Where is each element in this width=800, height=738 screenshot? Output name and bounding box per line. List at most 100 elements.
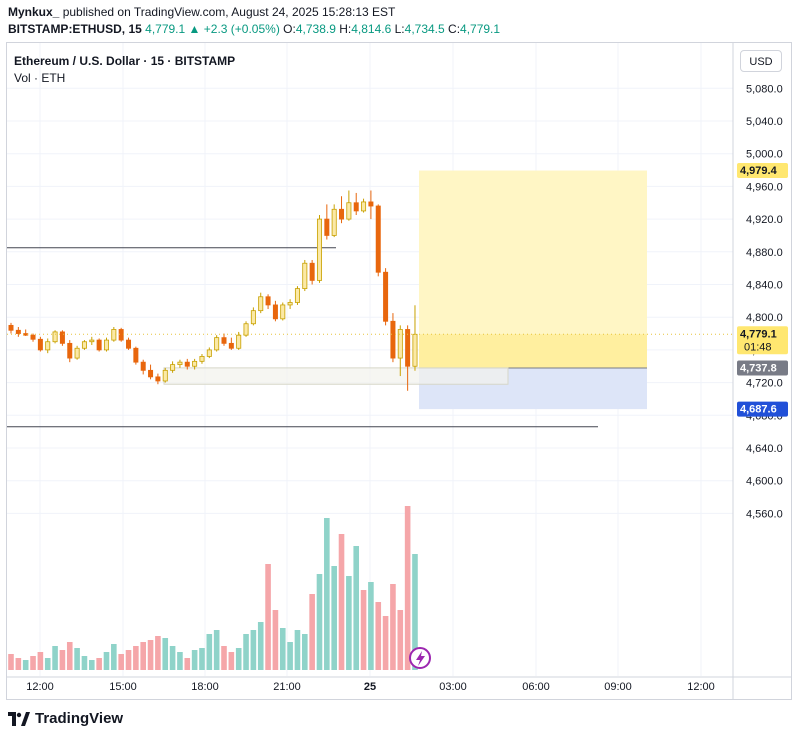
x-tick-label: 06:00 — [522, 681, 550, 693]
demand-zone — [163, 367, 509, 385]
candle-body — [331, 208, 337, 236]
candle-body — [383, 271, 389, 322]
price-label-text: 4,979.4 — [740, 165, 778, 177]
candle-body — [30, 334, 36, 340]
x-tick-label: 12:00 — [26, 681, 54, 693]
volume-bar — [375, 602, 382, 670]
y-tick-label: 4,600.0 — [746, 476, 783, 488]
candle-body — [74, 347, 80, 359]
volume-bar — [125, 650, 132, 670]
x-tick-label: 25 — [364, 681, 376, 693]
volume-bar — [111, 644, 117, 670]
x-tick-label: 12:00 — [687, 681, 715, 693]
x-tick-label: 09:00 — [604, 681, 632, 693]
candle-body — [199, 356, 205, 362]
volume-bar — [257, 622, 264, 670]
candle-body — [272, 304, 278, 320]
low-value: 4,734.5 — [404, 22, 445, 36]
candle-body — [177, 361, 183, 366]
candle-body — [236, 334, 242, 349]
volume-bar — [22, 660, 29, 670]
volume-bar — [346, 576, 352, 670]
volume-bar — [287, 642, 293, 670]
brand-name: TradingView — [35, 710, 124, 727]
volume-bar — [338, 534, 345, 670]
candle-body — [37, 338, 43, 351]
volume-bar — [118, 654, 124, 670]
volume-bar — [294, 630, 301, 670]
y-tick-label: 4,800.0 — [746, 312, 783, 324]
x-tick-label: 21:00 — [273, 681, 301, 693]
candle-body — [302, 262, 308, 289]
volume-bar — [309, 594, 315, 670]
candle-body — [96, 339, 102, 351]
candle-body — [287, 302, 293, 306]
volume-bar — [404, 506, 411, 670]
candle-body — [133, 347, 139, 363]
candle-body — [170, 364, 176, 371]
last-price: 4,779.1 — [145, 22, 186, 36]
candle-body — [126, 339, 132, 349]
volume-bar — [30, 656, 36, 670]
low-label: L: — [394, 22, 405, 36]
price-label-last — [737, 326, 788, 355]
volume-bar — [382, 616, 389, 670]
candle-body — [243, 323, 249, 336]
volume-bar — [66, 642, 73, 670]
volume-bar — [162, 638, 169, 670]
candle-body — [324, 218, 330, 236]
candle-body — [397, 329, 403, 359]
volume-bar — [199, 648, 205, 670]
volume-bar — [368, 582, 374, 670]
volume-bar — [147, 640, 154, 670]
volume-bar — [235, 648, 242, 670]
volume-bar — [59, 650, 66, 670]
candle-body — [148, 369, 154, 378]
candle-body — [81, 341, 87, 349]
y-tick-label: 5,080.0 — [746, 83, 783, 95]
volume-bar — [74, 648, 80, 670]
volume-bar — [353, 546, 360, 670]
volume-bar — [316, 574, 323, 670]
candle-body — [375, 205, 381, 273]
up-arrow-icon: ▲ — [188, 22, 201, 36]
price-label-text: 4,687.6 — [740, 404, 777, 416]
y-tick-label: 4,920.0 — [746, 214, 783, 226]
high-value: 4,814.6 — [351, 22, 392, 36]
price-label-stop — [737, 401, 788, 417]
x-tick-label: 03:00 — [439, 681, 467, 693]
candle-body — [228, 342, 234, 349]
volume-bar — [302, 634, 308, 670]
candle-body — [192, 360, 198, 367]
volume-bar — [140, 642, 147, 670]
candle-body — [8, 324, 14, 331]
candle-body — [206, 349, 212, 357]
chart-legend-title: Ethereum / U.S. Dollar · 15 · BITSTAMP — [14, 54, 236, 68]
high-label: H: — [339, 22, 352, 36]
y-tick-label: 4,640.0 — [746, 443, 783, 455]
price-label-entry — [737, 360, 788, 376]
candle-body — [103, 339, 109, 351]
publish-info: Mynkux_ published on TradingView.com, Au… — [8, 5, 395, 19]
countdown-text: 01:48 — [744, 341, 772, 353]
volume-bar — [184, 658, 191, 670]
candle-body — [67, 342, 73, 359]
candle-body — [405, 329, 411, 367]
volume-bar — [265, 564, 271, 670]
volume-bar — [250, 630, 257, 670]
volume-bar — [155, 636, 161, 670]
published-text: published on TradingView.com, August 24,… — [62, 5, 396, 19]
x-tick-label: 18:00 — [191, 681, 219, 693]
ohlc-header: BITSTAMP:ETHUSD, 15 4,779.1 ▲ +2.3 (+0.0… — [8, 22, 500, 36]
currency-button[interactable]: USD — [740, 50, 782, 72]
price-label-text: 4,779.1 — [740, 328, 777, 340]
candle-body — [45, 341, 51, 351]
candle-body — [390, 320, 396, 359]
volume-bar — [96, 658, 102, 670]
candle-body — [140, 361, 146, 371]
candle-body — [361, 201, 367, 212]
candle-body — [258, 296, 264, 312]
open-pnl-zone — [419, 334, 647, 369]
symbol-label: BITSTAMP:ETHUSD, 15 — [8, 22, 142, 36]
